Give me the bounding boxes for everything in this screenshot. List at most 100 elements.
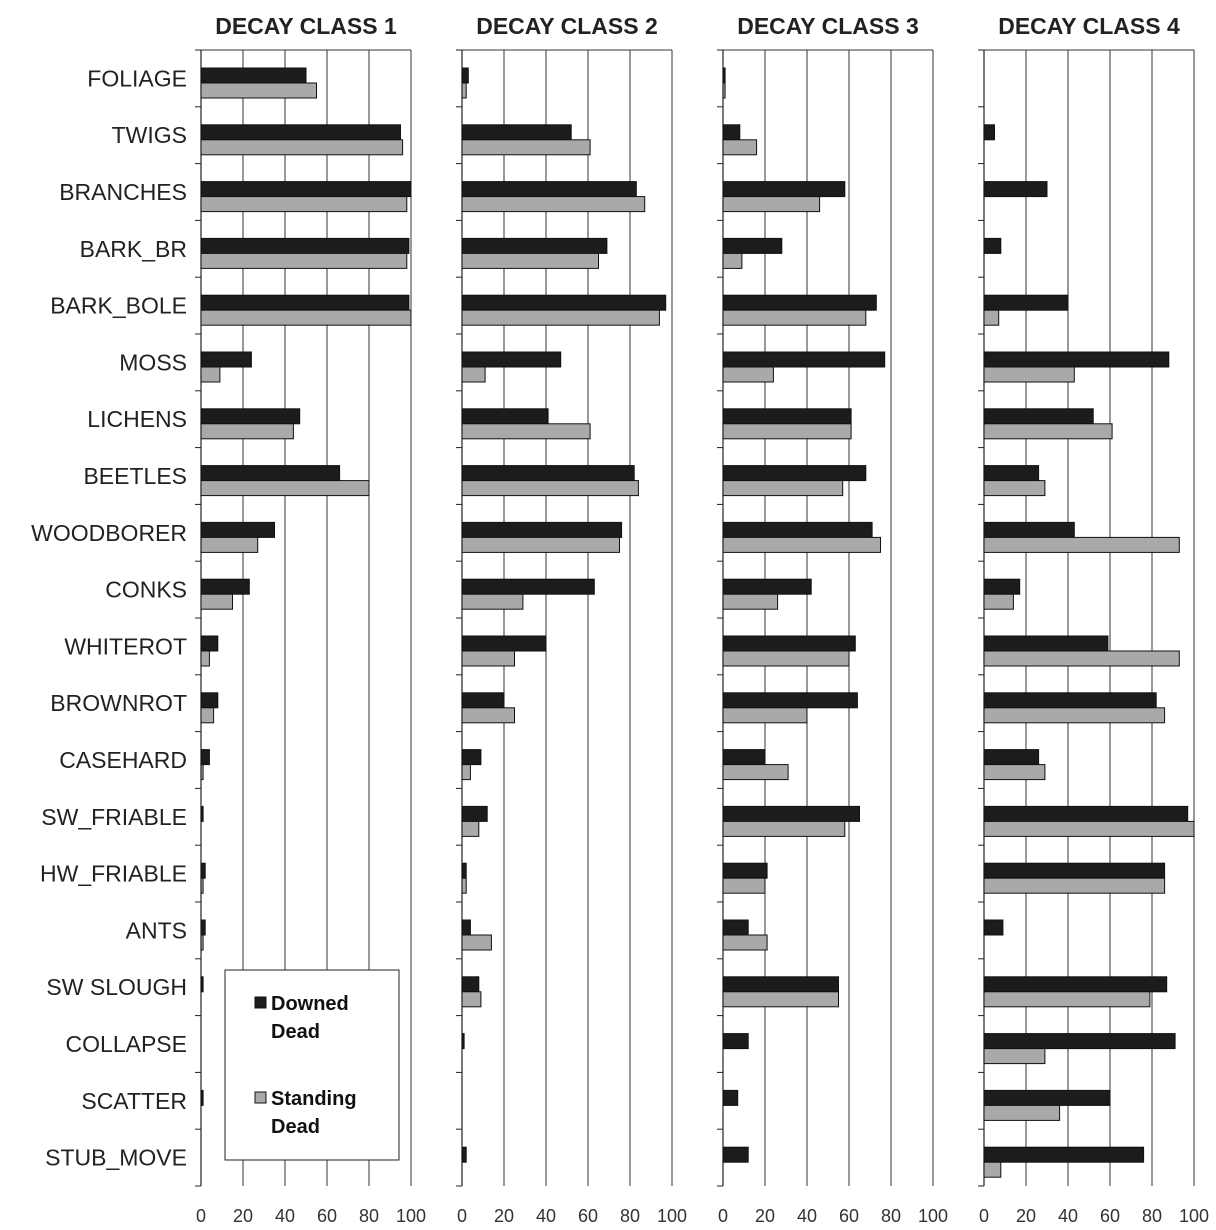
- bar-downed: [461, 692, 505, 709]
- bar-downed: [461, 294, 667, 311]
- bar-downed: [461, 351, 562, 368]
- category-label: MOSS: [119, 349, 187, 375]
- bar-standing: [461, 196, 646, 213]
- category-label: FOLIAGE: [87, 65, 187, 91]
- bar-standing: [461, 650, 515, 667]
- x-tick-label: 20: [233, 1206, 253, 1226]
- bar-downed: [461, 1146, 467, 1163]
- legend-swatch: [254, 996, 267, 1009]
- bar-downed: [722, 635, 856, 652]
- legend: Downed Dead Standing Dead: [224, 969, 400, 1161]
- bar-downed: [983, 635, 1109, 652]
- bar-standing: [983, 991, 1151, 1008]
- legend-label: Dead: [271, 1116, 320, 1138]
- panel-title: DECAY CLASS 1: [215, 13, 397, 39]
- bar-downed: [461, 578, 595, 595]
- x-tick-label: 0: [718, 1206, 728, 1226]
- bar-downed: [722, 862, 768, 879]
- bar-downed: [722, 578, 812, 595]
- bar-standing: [461, 877, 467, 894]
- bar-downed: [200, 749, 210, 766]
- bar-standing: [722, 593, 779, 610]
- bar-standing: [200, 650, 210, 667]
- bar-downed: [722, 1146, 749, 1163]
- category-label: STUB_MOVE: [45, 1145, 187, 1171]
- bar-standing: [200, 934, 204, 951]
- x-tick-label: 0: [457, 1206, 467, 1226]
- bar-downed: [983, 919, 1004, 936]
- category-label: CONKS: [105, 577, 187, 603]
- category-label: BEETLES: [83, 463, 187, 489]
- x-tick-label: 100: [657, 1206, 687, 1226]
- category-label: CASEHARD: [59, 747, 187, 773]
- x-tick-label: 20: [494, 1206, 514, 1226]
- panel-title: DECAY CLASS 3: [737, 13, 919, 39]
- bar-downed: [200, 805, 204, 822]
- category-label: COLLAPSE: [66, 1031, 187, 1057]
- bar-standing: [722, 877, 766, 894]
- category-label: SW SLOUGH: [46, 974, 187, 1000]
- bar-standing: [722, 309, 867, 326]
- bar-standing: [722, 366, 774, 383]
- bar-standing: [200, 764, 204, 781]
- bar-downed: [983, 294, 1069, 311]
- panel-3: DECAY CLASS 3 0 20 40 60 80 100: [717, 13, 948, 1226]
- bar-standing: [200, 593, 233, 610]
- bar-standing: [983, 1161, 1002, 1178]
- bar-downed: [200, 465, 341, 482]
- bar-downed: [983, 408, 1094, 425]
- panel-1: DECAY CLASS 1 0 20 40 60 80 100: [195, 13, 426, 1226]
- bar-downed: [983, 805, 1189, 822]
- bar-downed: [200, 181, 412, 198]
- bar-downed: [200, 919, 206, 936]
- x-tick-label: 60: [317, 1206, 337, 1226]
- bar-downed: [983, 578, 1021, 595]
- bar-standing: [722, 536, 881, 553]
- bar-downed: [983, 521, 1075, 538]
- bar-downed: [983, 1033, 1176, 1050]
- bar-standing: [722, 139, 758, 156]
- category-label: HW_FRIABLE: [40, 861, 187, 887]
- bar-standing: [983, 366, 1075, 383]
- bar-standing: [461, 480, 639, 497]
- bar-standing: [983, 1048, 1046, 1065]
- bar-downed: [722, 1089, 739, 1106]
- bar-standing: [983, 707, 1166, 724]
- bar-downed: [722, 919, 749, 936]
- legend-box: [224, 969, 400, 1161]
- bar-standing: [983, 820, 1195, 837]
- x-tick-label: 100: [1179, 1206, 1209, 1226]
- bar-downed: [200, 294, 410, 311]
- x-tick-label: 60: [578, 1206, 598, 1226]
- bar-standing: [200, 309, 412, 326]
- bar-standing: [461, 252, 599, 269]
- bar-standing: [722, 423, 852, 440]
- bar-downed: [200, 692, 219, 709]
- bar-standing: [461, 934, 492, 951]
- bar-standing: [200, 423, 294, 440]
- bar-downed: [461, 124, 572, 141]
- bar-downed: [200, 976, 204, 993]
- x-tick-label: 100: [396, 1206, 426, 1226]
- bar-downed: [461, 408, 549, 425]
- bar-downed: [200, 1089, 204, 1106]
- bar-downed: [722, 294, 877, 311]
- bar-downed: [983, 181, 1048, 198]
- bar-downed: [983, 692, 1157, 709]
- category-label: ANTS: [126, 917, 187, 943]
- bar-downed: [983, 124, 995, 141]
- bar-downed: [722, 749, 766, 766]
- category-label: BROWNROT: [50, 690, 187, 716]
- category-label: BRANCHES: [59, 179, 187, 205]
- x-tick-label: 80: [1142, 1206, 1162, 1226]
- category-label: WOODBORER: [31, 520, 187, 546]
- category-label: LICHENS: [87, 406, 187, 432]
- legend-label: Downed: [271, 993, 349, 1015]
- bar-standing: [983, 764, 1046, 781]
- category-label: SCATTER: [81, 1088, 187, 1114]
- category-label: WHITEROT: [64, 633, 187, 659]
- x-tick-label: 40: [275, 1206, 295, 1226]
- category-label: SW_FRIABLE: [41, 804, 187, 830]
- bar-standing: [461, 536, 620, 553]
- category-label: BARK_BOLE: [50, 293, 187, 319]
